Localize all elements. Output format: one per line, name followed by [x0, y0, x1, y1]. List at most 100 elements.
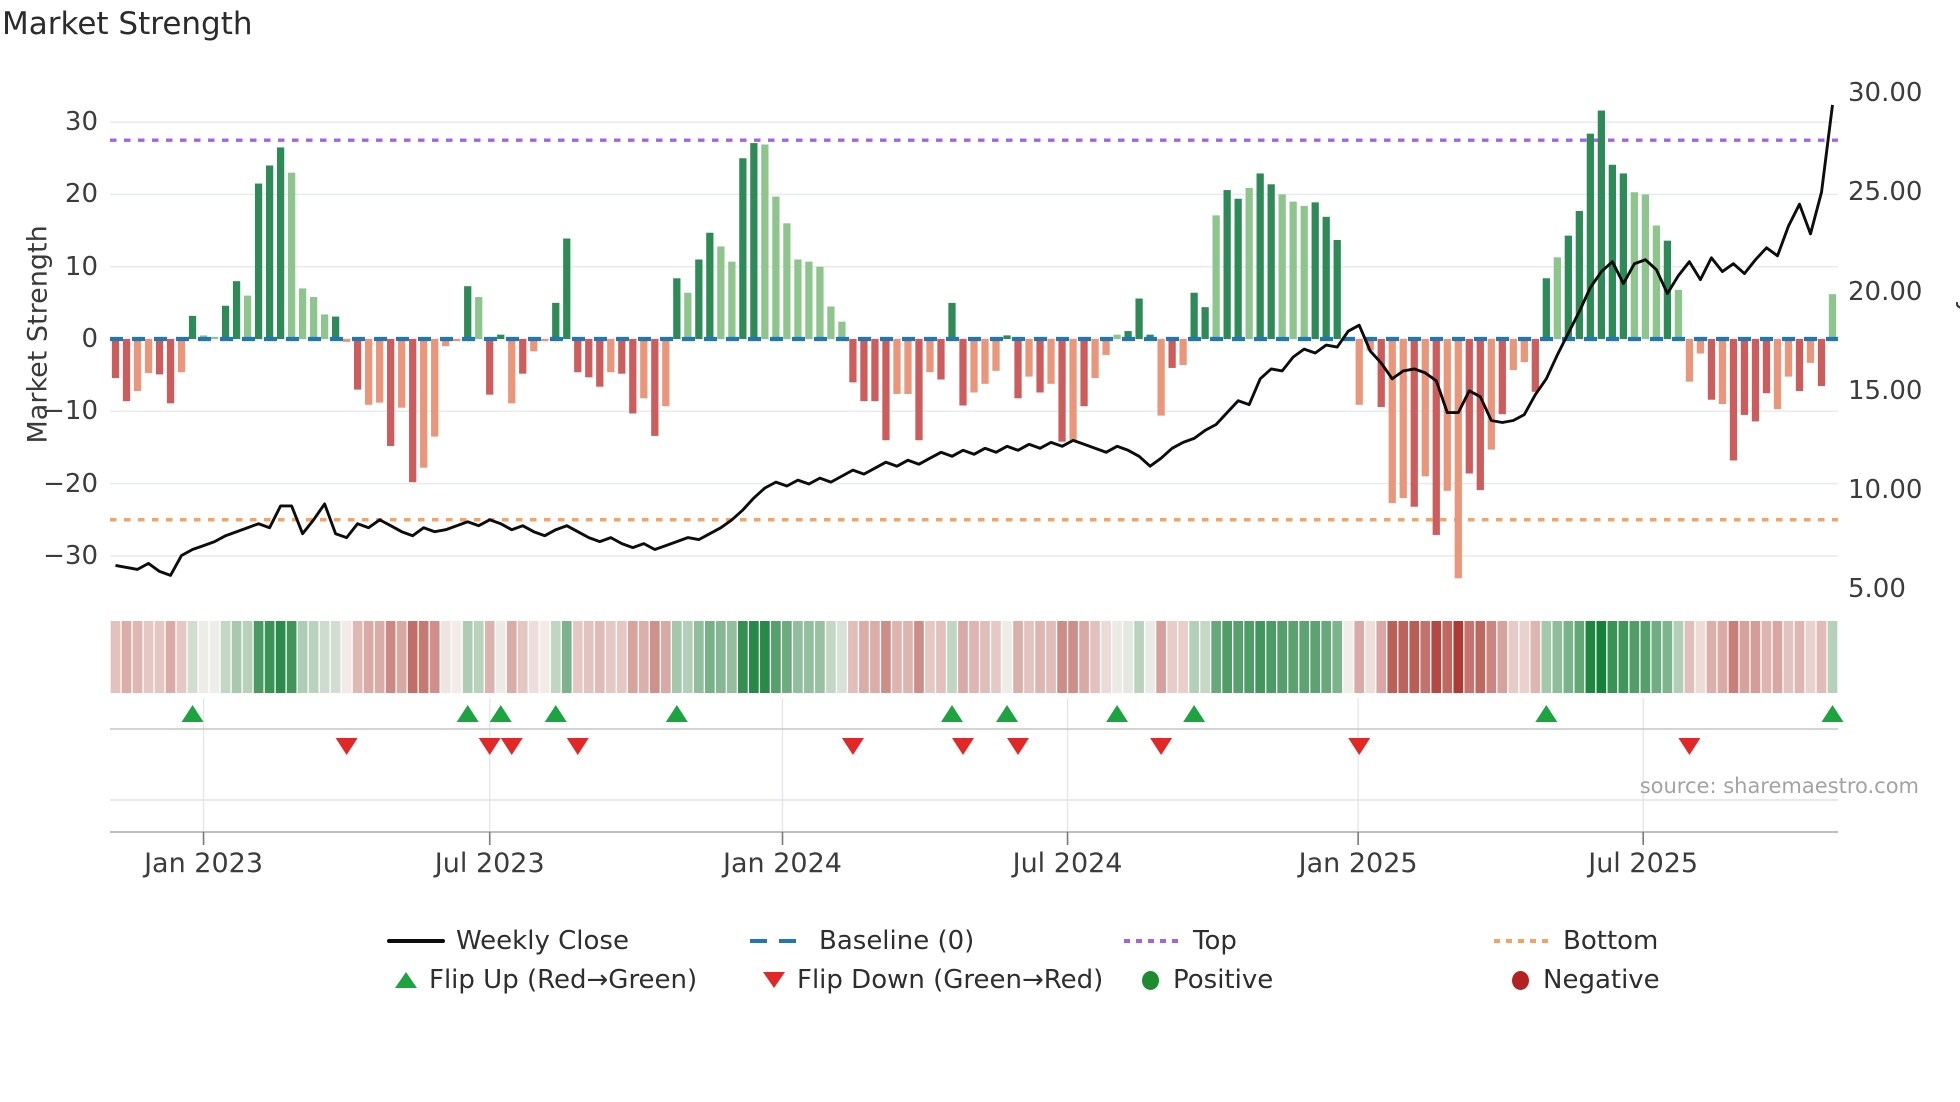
heatmap-cell [969, 621, 979, 693]
strength-bar [1432, 339, 1440, 535]
heatmap-cell [1596, 621, 1607, 693]
heatmap-cell [440, 621, 451, 693]
heatmap-cell [484, 621, 495, 693]
heatmap-cell [1519, 621, 1530, 693]
heatmap-cell [1453, 621, 1464, 693]
legend-label: Negative [1543, 965, 1660, 995]
strength-bar [497, 334, 505, 339]
strength-bar [783, 223, 791, 339]
strength-bar [948, 302, 956, 339]
strength-bar [981, 339, 989, 384]
heatmap-cell [1750, 621, 1761, 693]
strength-bar [827, 306, 835, 339]
heatmap-cell [693, 621, 704, 693]
strength-bar [111, 339, 120, 379]
heatmap-cell [1673, 621, 1684, 693]
y-axis-tick-right: 10.00 [1848, 475, 1923, 505]
heatmap-cell [958, 621, 968, 693]
strength-bar [651, 339, 659, 436]
strength-bar [387, 339, 395, 447]
heatmap-cell [1365, 621, 1376, 693]
heatmap-cell [1816, 621, 1827, 693]
heatmap-cell [385, 621, 396, 693]
heatmap-cell [517, 621, 528, 693]
strength-bar [254, 183, 263, 339]
heatmap-cell [583, 621, 594, 693]
strength-bar [607, 339, 615, 373]
strength-bar [1476, 339, 1484, 491]
flip-up-marker [940, 705, 963, 722]
strength-bar [871, 339, 879, 402]
baseline-dash-swatch [750, 939, 808, 943]
strength-bar [629, 339, 637, 414]
heatmap-cell [815, 621, 825, 693]
flip-down-marker [1150, 738, 1173, 755]
heatmap-cell [1486, 621, 1497, 693]
heatmap-cell [638, 621, 649, 693]
x-axis-tick: Jan 2023 [144, 848, 263, 879]
heatmap-cell [1585, 621, 1596, 693]
strength-bar [431, 339, 439, 437]
strength-bar [1179, 339, 1187, 366]
heatmap-cell [1464, 621, 1475, 693]
heatmap-cell [297, 621, 308, 693]
page-title: Market Strength [2, 6, 253, 42]
x-axis-tick: Jan 2025 [1298, 848, 1418, 879]
strength-bar [1553, 257, 1561, 339]
heatmap-cell [1563, 621, 1574, 693]
heatmap-cell [1431, 621, 1442, 693]
strength-bar [453, 339, 461, 342]
heatmap-cell [1277, 621, 1288, 693]
heatmap-cell [1805, 621, 1816, 693]
strength-bar [816, 266, 824, 339]
strength-bar [1146, 334, 1154, 339]
strength-bar [188, 315, 197, 339]
strength-bar [243, 295, 252, 339]
strength-bar [155, 339, 164, 375]
heatmap-cell [1706, 621, 1717, 693]
strength-bar [1091, 339, 1099, 379]
strength-bar [1047, 339, 1055, 384]
strength-bar [1212, 215, 1220, 339]
heatmap-cell [1442, 621, 1453, 693]
heatmap-cell [264, 621, 275, 693]
heatmap-cell [1101, 621, 1111, 693]
strength-bar [1520, 339, 1528, 363]
strength-bar [1652, 225, 1661, 339]
strength-bar [563, 238, 571, 339]
legend-label: Flip Down (Green→Red) [797, 965, 1104, 995]
heatmap-cell [198, 621, 209, 693]
heatmap-cell [275, 621, 286, 693]
strength-bar [144, 339, 153, 373]
y-axis-tick-left: −20 [43, 468, 98, 499]
heatmap-cell [462, 621, 473, 693]
strength-bar [1234, 198, 1242, 339]
heatmap-cell [1156, 621, 1166, 693]
heatmap-cell [594, 621, 605, 693]
flip-up-marker [489, 705, 512, 722]
strength-bar [1718, 339, 1727, 405]
heatmap-cell [539, 621, 550, 693]
strength-bar [1278, 194, 1286, 339]
legend-label: Baseline (0) [819, 926, 975, 956]
strength-bar [1795, 339, 1804, 392]
strength-bar [849, 339, 857, 383]
heatmap-cell [804, 621, 814, 693]
heatmap-cell [1145, 621, 1155, 693]
flip-down-triangle-icon [763, 972, 785, 988]
flip-down-marker [500, 738, 523, 755]
strength-bar [1190, 292, 1198, 339]
flip-down-marker [1007, 738, 1030, 755]
heatmap-cell [1244, 621, 1255, 693]
heatmap-cell [738, 621, 748, 693]
heatmap-cell [1420, 621, 1431, 693]
strength-bar [309, 297, 318, 339]
heatmap-cell [1640, 621, 1651, 693]
strength-bar [1036, 339, 1044, 393]
y-axis-tick-right: 5.00 [1848, 574, 1906, 605]
strength-bar [1377, 339, 1385, 407]
heatmap-cell [209, 621, 220, 693]
heatmap-cell [242, 621, 253, 693]
strength-bar [276, 147, 285, 339]
heatmap-cell [528, 621, 539, 693]
